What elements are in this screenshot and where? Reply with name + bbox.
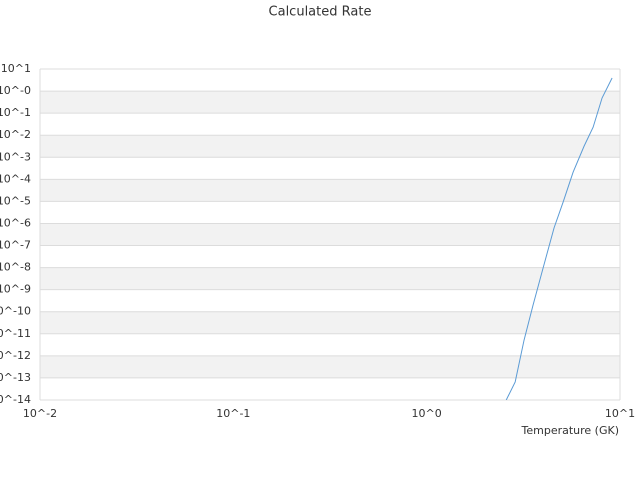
y-tick-label: 10^-0	[0, 84, 31, 97]
y-tick-label: 10^-10	[0, 305, 31, 318]
y-tick-label: 10^1	[1, 62, 31, 75]
grid-band	[40, 91, 620, 114]
y-tick-label: 10^-7	[0, 239, 31, 252]
y-tick-label: 10^-2	[0, 128, 31, 141]
x-tick-label: 10^-1	[216, 407, 250, 420]
grid-band	[40, 179, 620, 202]
grid-band	[40, 267, 620, 290]
y-tick-label: 10^-8	[0, 261, 31, 274]
y-tick-label: 10^-5	[0, 194, 31, 207]
x-tick-label: 10^1	[605, 407, 635, 420]
y-tick-label: 10^-13	[0, 371, 31, 384]
y-tick-label: 10^-11	[0, 327, 31, 340]
y-tick-label: 10^-6	[0, 216, 31, 229]
y-tick-label: 10^-4	[0, 172, 31, 185]
x-axis-label: Temperature (GK)	[521, 424, 620, 437]
grid-band	[40, 311, 620, 334]
y-tick-label: 10^-14	[0, 393, 31, 406]
x-tick-label: 10^0	[412, 407, 442, 420]
y-tick-label: 10^-12	[0, 349, 31, 362]
grid-band	[40, 135, 620, 158]
grid-band	[40, 223, 620, 246]
x-tick-label: 10^-2	[23, 407, 57, 420]
y-tick-label: 10^-3	[0, 150, 31, 163]
chart-title: Calculated Rate	[269, 5, 372, 20]
series-line	[505, 77, 613, 400]
y-tick-label: 10^-9	[0, 283, 31, 296]
grid-band	[40, 355, 620, 378]
y-tick-label: 10^-1	[0, 106, 31, 119]
